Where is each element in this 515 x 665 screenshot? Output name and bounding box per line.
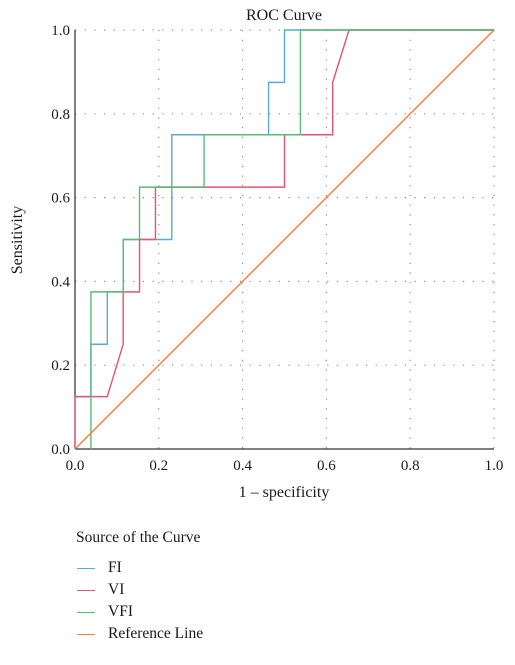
x-tick-label: 1.0 — [485, 458, 504, 474]
y-tick-label: 0.6 — [51, 191, 70, 207]
legend-item-reference-line: Reference Line — [76, 623, 203, 645]
legend-title: Source of the Curve — [76, 529, 201, 546]
legend-label: FI — [108, 559, 122, 576]
series-lines — [74, 29, 495, 450]
legend-swatch — [77, 567, 95, 569]
legend-swatch — [77, 633, 95, 635]
chart-title: ROC Curve — [246, 7, 322, 24]
tick-labels: 0.0 0.2 0.4 0.6 0.8 1.0 0.0 0.2 0.4 0.6 0.8 1.0 — [51, 23, 503, 474]
y-axis-title: Sensitivity — [9, 206, 26, 274]
y-tick-label: 0.4 — [51, 274, 70, 290]
x-axis-title: 1 – specificity — [239, 484, 330, 501]
legend: Source of the Curve FI VI VFI Reference Lin… — [76, 528, 203, 645]
axes — [74, 30, 494, 450]
legend-item-vi: VI — [76, 579, 203, 601]
y-tick-label: 1.0 — [51, 23, 70, 39]
y-tick-label: 0.8 — [51, 107, 70, 123]
x-tick-label: 0.8 — [401, 458, 420, 474]
x-tick-label: 0.0 — [66, 458, 85, 474]
x-tick-label: 0.4 — [233, 458, 252, 474]
legend-label: Reference Line — [108, 625, 204, 642]
legend-item-vfi: VFI — [76, 601, 203, 623]
series-line-vfi — [90, 29, 494, 449]
legend-label: VFI — [108, 603, 133, 620]
legend-swatch — [77, 611, 95, 613]
series-line-vi — [74, 29, 494, 449]
y-tick-label: 0.0 — [51, 442, 70, 458]
x-tick-label: 0.6 — [317, 458, 336, 474]
x-tick-label: 0.2 — [149, 458, 168, 474]
series-line-reference-line — [74, 29, 495, 450]
legend-label: VI — [108, 581, 125, 598]
y-tick-label: 0.2 — [51, 358, 70, 374]
legend-swatch — [77, 589, 95, 591]
legend-item-fi: FI — [76, 557, 203, 579]
